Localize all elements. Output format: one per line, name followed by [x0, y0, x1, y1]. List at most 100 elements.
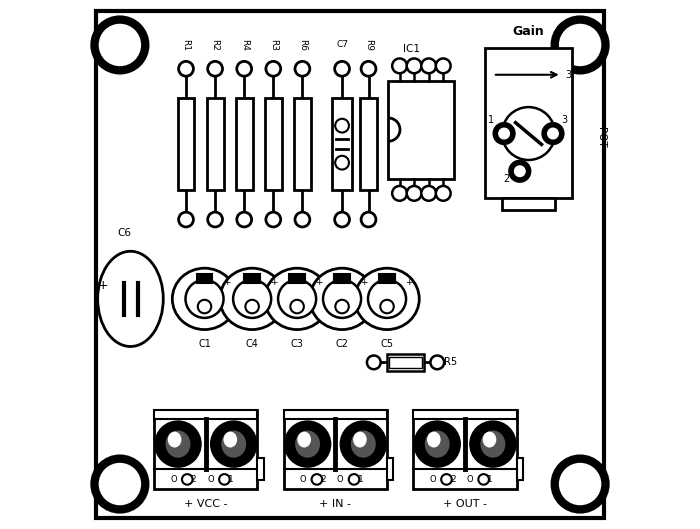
Bar — [389, 81, 454, 179]
Bar — [178, 98, 195, 190]
Bar — [332, 98, 352, 190]
Circle shape — [414, 422, 460, 467]
Text: C6: C6 — [117, 228, 131, 238]
Circle shape — [208, 61, 223, 76]
Bar — [154, 410, 258, 419]
Text: 1: 1 — [487, 475, 493, 484]
Circle shape — [237, 212, 251, 227]
Text: O: O — [337, 475, 344, 484]
Bar — [244, 275, 260, 282]
Circle shape — [478, 474, 489, 485]
Bar — [485, 48, 572, 198]
Circle shape — [421, 186, 436, 201]
Circle shape — [392, 58, 407, 73]
Ellipse shape — [221, 431, 246, 458]
Circle shape — [211, 422, 256, 467]
Text: 2: 2 — [503, 174, 510, 184]
Ellipse shape — [223, 432, 237, 448]
Circle shape — [219, 474, 230, 485]
Text: POT: POT — [596, 127, 606, 148]
Circle shape — [335, 61, 349, 76]
Ellipse shape — [168, 432, 181, 448]
Circle shape — [335, 300, 349, 313]
Circle shape — [94, 20, 146, 70]
Text: + VCC -: + VCC - — [184, 499, 228, 509]
Ellipse shape — [98, 251, 163, 346]
Bar — [258, 458, 264, 480]
Text: R1: R1 — [181, 39, 190, 51]
Ellipse shape — [298, 432, 311, 448]
Circle shape — [436, 58, 451, 73]
Text: C2: C2 — [335, 340, 349, 349]
Bar — [414, 410, 517, 489]
Bar — [379, 275, 395, 282]
Ellipse shape — [220, 268, 284, 330]
Text: 3: 3 — [561, 115, 568, 125]
Bar — [236, 98, 253, 190]
Circle shape — [208, 212, 223, 227]
Text: O: O — [170, 475, 176, 484]
Circle shape — [182, 474, 192, 485]
Circle shape — [430, 355, 444, 369]
Circle shape — [367, 355, 381, 369]
Ellipse shape — [172, 268, 237, 330]
Text: O: O — [207, 475, 214, 484]
Text: R5: R5 — [444, 358, 457, 367]
Circle shape — [361, 212, 376, 227]
Circle shape — [392, 186, 407, 201]
Circle shape — [186, 280, 223, 318]
Circle shape — [547, 128, 559, 139]
Text: C5: C5 — [381, 340, 393, 349]
Circle shape — [361, 61, 376, 76]
Text: C4: C4 — [246, 340, 258, 349]
Text: + IN -: + IN - — [319, 499, 351, 509]
Ellipse shape — [427, 432, 440, 448]
Circle shape — [407, 58, 421, 73]
Circle shape — [499, 128, 510, 139]
Text: O: O — [300, 475, 307, 484]
Circle shape — [407, 186, 421, 201]
Circle shape — [246, 300, 259, 313]
Circle shape — [380, 300, 394, 313]
Circle shape — [335, 212, 349, 227]
Circle shape — [290, 300, 304, 313]
Text: R2: R2 — [211, 39, 220, 51]
Bar — [517, 458, 523, 480]
Text: +: + — [270, 278, 278, 287]
Circle shape — [542, 123, 564, 144]
Text: R3: R3 — [269, 39, 278, 51]
Bar — [503, 198, 554, 210]
Circle shape — [335, 156, 349, 169]
Circle shape — [312, 474, 322, 485]
Ellipse shape — [355, 268, 419, 330]
Bar — [414, 410, 517, 419]
Text: +: + — [405, 278, 413, 287]
Circle shape — [323, 280, 361, 318]
Circle shape — [237, 61, 251, 76]
Circle shape — [421, 58, 436, 73]
Circle shape — [341, 422, 386, 467]
Text: +: + — [223, 278, 230, 287]
Circle shape — [502, 107, 555, 160]
Bar — [284, 410, 387, 419]
Text: 2: 2 — [191, 475, 197, 484]
Text: 1: 1 — [358, 475, 363, 484]
Circle shape — [554, 20, 606, 70]
Text: +: + — [360, 278, 368, 287]
Text: O: O — [429, 475, 436, 484]
Text: O: O — [466, 475, 473, 484]
Text: 2: 2 — [450, 475, 456, 484]
Ellipse shape — [295, 431, 320, 458]
Circle shape — [349, 474, 359, 485]
Ellipse shape — [351, 431, 376, 458]
Circle shape — [494, 123, 514, 144]
Text: R4: R4 — [239, 39, 248, 51]
Ellipse shape — [265, 268, 329, 330]
Circle shape — [94, 459, 146, 509]
Circle shape — [554, 459, 606, 509]
Text: C1: C1 — [198, 340, 211, 349]
Circle shape — [368, 280, 406, 318]
Text: IC1: IC1 — [403, 44, 420, 54]
Bar — [289, 275, 304, 282]
Ellipse shape — [425, 431, 449, 458]
